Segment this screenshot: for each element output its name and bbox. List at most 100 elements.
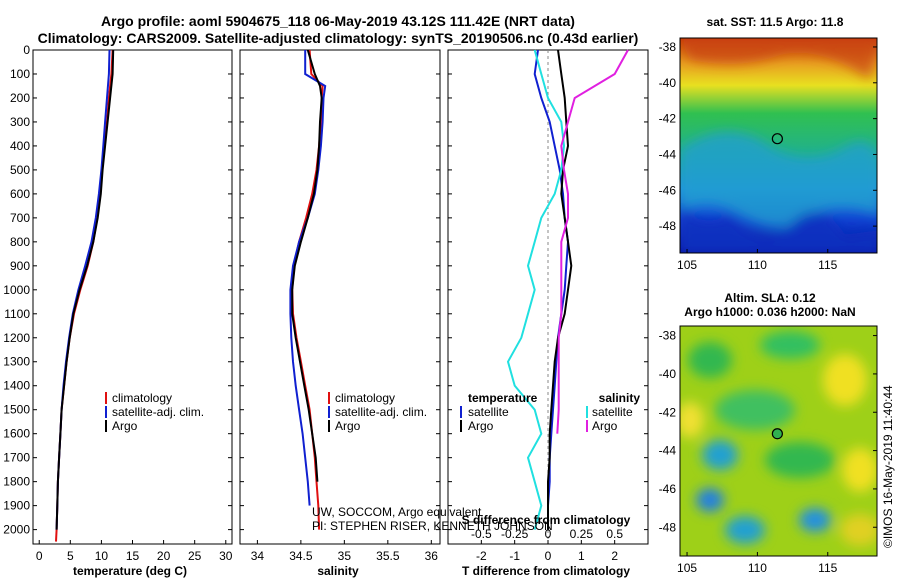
ytick-label: 1900	[3, 499, 30, 513]
xtick-label: 1	[578, 549, 585, 563]
xtick-label: -1	[509, 549, 520, 563]
sal-legend-climatology: climatology	[335, 391, 395, 405]
xtick-label: 15	[126, 549, 140, 563]
series-line-argo	[291, 49, 323, 482]
ytick-label: 1400	[3, 379, 30, 393]
diff-legend-s-satellite-swatch	[586, 406, 588, 418]
xtick-label: 0	[36, 549, 43, 563]
sal-legend-swatch-satellite	[328, 406, 330, 418]
xtick-top-label: -0.25	[501, 527, 529, 541]
series-line-satellite-adj-clim-	[289, 50, 327, 506]
xtick-label: 35	[338, 549, 352, 563]
ytick-label: 400	[10, 139, 30, 153]
sal-legend-satellite: satellite-adj. clim.	[335, 405, 427, 419]
sst-map: sat. SST: 11.5 Argo: 11.8 105 110 115 -38 -4…	[659, 15, 878, 272]
legend-swatch-satellite	[105, 406, 107, 418]
series-line-argo	[55, 49, 115, 530]
ytick-label: 0	[23, 43, 30, 57]
title-line1: Argo profile: aoml 5904675_118 06-May-20…	[101, 13, 575, 29]
series-line-s-argo	[556, 49, 629, 434]
temperature-xlabel: temperature (deg C)	[73, 564, 187, 578]
xtick-label: 2	[611, 549, 618, 563]
diff-legend-s-argo-swatch	[586, 420, 588, 432]
sst-map-title: sat. SST: 11.5 Argo: 11.8	[707, 15, 844, 29]
xtick-top-label: 0.5	[606, 527, 623, 541]
map-ytick-label: -40	[659, 367, 677, 381]
difference-xlabel-top: S difference from climatology	[462, 513, 631, 527]
legend-argo: Argo	[112, 419, 138, 433]
ytick-label: 100	[10, 67, 30, 81]
diff-legend-t-satellite: satellite	[468, 405, 509, 419]
xtick-label: 10	[95, 549, 109, 563]
series-line-t-argo	[547, 49, 573, 530]
xtick-label: 20	[157, 549, 171, 563]
ytick-label: 300	[10, 115, 30, 129]
legend-climatology: climatology	[112, 391, 172, 405]
legend-satellite: satellite-adj. clim.	[112, 405, 204, 419]
sla-map: Altim. SLA: 0.12 Argo h1000: 0.036 h2000…	[659, 291, 878, 575]
ytick-label: 1800	[3, 475, 30, 489]
map-ytick-label: -48	[659, 219, 677, 233]
legend-swatch-argo	[105, 420, 107, 432]
map-xtick-label: 105	[677, 561, 697, 575]
xtick-label: 0	[545, 549, 552, 563]
sal-legend-swatch-climatology	[328, 392, 330, 404]
ytick-label: 1100	[4, 307, 30, 321]
sla-features	[680, 331, 877, 546]
xtick-label: 35.5	[376, 549, 400, 563]
salinity-panel: 34 34.5 35 35.5 36 salinity climatology sate…	[239, 49, 441, 578]
map-ytick-label: -44	[659, 444, 677, 458]
legend-swatch-climatology	[105, 392, 107, 404]
sst-features	[680, 38, 877, 253]
diff-legend-temperature-title: temperature	[468, 391, 538, 405]
map-xtick-label: 115	[818, 561, 837, 575]
diff-legend-s-argo: Argo	[592, 419, 618, 433]
sal-legend-argo: Argo	[335, 419, 361, 433]
ytick-label: 800	[10, 235, 30, 249]
diff-legend-t-argo-swatch	[460, 420, 462, 432]
xtick-label: 34.5	[289, 549, 313, 563]
ytick-label: 200	[10, 91, 30, 105]
xtick-label: 25	[188, 549, 202, 563]
sal-legend-swatch-argo	[328, 420, 330, 432]
difference-temperature-legend: temperature satellite Argo	[460, 391, 538, 433]
map-ytick-label: -42	[659, 405, 677, 419]
temperature-plot-frame	[32, 49, 233, 545]
credit-line1: UW, SOCCOM, Argo equivalent	[312, 505, 482, 519]
difference-salinity-legend: salinity satellite Argo	[586, 391, 640, 433]
xtick-top-label: 0	[545, 527, 552, 541]
map-xtick-label: 105	[677, 258, 697, 272]
map-ytick-label: -38	[659, 40, 677, 54]
ytick-label: 1600	[3, 427, 30, 441]
sla-map-frame	[679, 325, 878, 557]
map-xtick-label: 110	[748, 258, 767, 272]
xtick-label: 30	[219, 549, 233, 563]
salinity-plot-frame	[239, 49, 441, 545]
map-ytick-label: -44	[659, 147, 677, 161]
temperature-panel: 0100200300400500600700800900100011001200…	[3, 43, 232, 578]
ytick-label: 500	[10, 163, 30, 177]
xtick-label: -2	[476, 549, 487, 563]
argo-location-marker	[771, 428, 783, 440]
xtick-label: 34	[251, 549, 265, 563]
ytick-label: 1500	[3, 403, 30, 417]
salinity-legend: climatology satellite-adj. clim. Argo	[328, 391, 427, 433]
map-ytick-label: -48	[659, 520, 677, 534]
ytick-label: 700	[10, 211, 30, 225]
xtick-top-label: -0.5	[471, 527, 492, 541]
map-ytick-label: -38	[659, 329, 677, 343]
ytick-label: 1300	[3, 355, 30, 369]
timestamp: ©IMOS 16-May-2019 11:40:44	[881, 385, 895, 548]
difference-xlabel: T difference from climatology	[462, 564, 630, 578]
diff-legend-salinity-title: salinity	[599, 391, 641, 405]
sla-map-title: Altim. SLA: 0.12	[724, 291, 816, 305]
credit-line2: PI: STEPHEN RISER, KENNETH JOHNSON	[312, 519, 553, 533]
temperature-legend: climatology satellite-adj. clim. Argo	[105, 391, 204, 433]
sla-map-subtitle: Argo h1000: 0.036 h2000: NaN	[684, 305, 855, 319]
map-xtick-label: 115	[818, 258, 837, 272]
map-xtick-label: 110	[748, 561, 767, 575]
series-line-s-satellite	[506, 49, 566, 530]
map-ytick-label: -42	[659, 112, 677, 126]
ytick-label: 600	[10, 187, 30, 201]
